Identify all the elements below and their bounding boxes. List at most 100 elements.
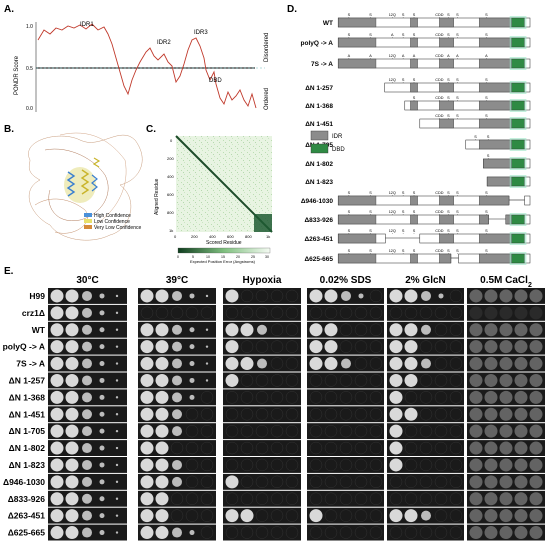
colony-spot	[140, 340, 154, 354]
construct-row: ΔN 1-802 S	[305, 154, 531, 170]
colony-spot	[189, 530, 195, 536]
colony-spot	[155, 441, 169, 455]
site-mark: S	[413, 210, 416, 214]
colony-spot	[172, 476, 182, 487]
colony-spot	[65, 424, 79, 438]
idr-segment	[338, 214, 377, 225]
empty-spot	[285, 424, 299, 438]
construct-row: 7S -> A A A 12Q A A CDD A A A	[311, 54, 531, 70]
panel-b-label: B.	[4, 124, 14, 135]
strain-label: ΔN 1-368	[9, 392, 46, 402]
empty-spot	[404, 306, 418, 320]
construct-label: 7S -> A	[311, 61, 333, 68]
pae-xtick: 1k	[266, 234, 270, 239]
colony-spot	[514, 475, 528, 489]
empty-spot	[270, 340, 284, 353]
colony-spot	[469, 458, 483, 472]
empty-spot	[404, 475, 418, 489]
colony-spot	[529, 306, 543, 320]
site-mark: S	[413, 96, 416, 100]
colony-spot	[421, 290, 431, 301]
colony-spot	[484, 373, 498, 387]
empty-spot	[185, 492, 199, 505]
colony-spot	[140, 492, 154, 506]
empty-spot	[434, 424, 448, 438]
colony-spot	[172, 459, 182, 470]
colony-spot	[309, 357, 323, 371]
dbd-segment	[511, 37, 525, 48]
empty-spot	[225, 408, 239, 421]
site-mark: S	[402, 78, 405, 82]
colony-spot	[469, 492, 483, 506]
colony-spot	[140, 323, 154, 337]
site-mark: S	[485, 210, 488, 214]
colony-spot	[514, 306, 528, 320]
empty-spot	[404, 441, 418, 455]
colony-spot	[484, 357, 498, 371]
site-mark: CDD	[435, 229, 443, 233]
construct-row: polyQ -> A S S A S S CDD S S S	[301, 33, 531, 49]
colony-spot	[82, 510, 92, 521]
empty-spot	[324, 475, 338, 489]
strain-label: ΔN 1-257	[9, 376, 46, 386]
site-mark: S	[447, 78, 450, 82]
colony-spot	[499, 526, 513, 540]
colony-spot	[99, 513, 105, 519]
colony-spot	[189, 377, 195, 383]
colony-spot	[469, 373, 483, 387]
colony-spot	[341, 358, 351, 369]
idr-segment	[478, 253, 512, 264]
empty-spot	[354, 475, 368, 489]
empty-spot	[270, 357, 284, 370]
colony-spot	[189, 344, 195, 350]
site-mark: A	[391, 33, 394, 37]
dbd-segment	[511, 58, 525, 69]
colony-spot	[205, 362, 209, 365]
empty-spot	[324, 424, 338, 438]
legend-idr-label: IDR	[332, 134, 343, 140]
empty-spot	[419, 306, 433, 320]
colony-spot	[115, 328, 119, 331]
colony-spot	[82, 443, 92, 454]
empty-spot	[225, 391, 239, 404]
colony-spot	[389, 509, 403, 523]
colony-spot	[172, 409, 182, 420]
colony-spot	[404, 357, 418, 371]
colony-spot	[115, 413, 119, 416]
colony-spot	[155, 424, 169, 438]
empty-spot	[309, 374, 323, 387]
strain-label: Δ833-926	[8, 494, 46, 504]
empty-spot	[270, 441, 284, 455]
colony-spot	[189, 394, 195, 400]
empty-spot	[419, 408, 433, 421]
site-mark: CDD	[435, 249, 443, 253]
colony-spot	[65, 509, 79, 523]
colorbar-tick: 30	[265, 255, 269, 259]
idr-segment	[439, 195, 454, 206]
colony-spot	[99, 530, 105, 536]
dbd-segment	[511, 100, 525, 111]
empty-spot	[270, 475, 284, 489]
colony-spot	[50, 526, 64, 540]
empty-spot	[285, 289, 299, 303]
empty-spot	[369, 526, 383, 539]
colony-spot	[469, 509, 483, 523]
legend-dbd-label: DBD	[332, 147, 345, 153]
empty-spot	[270, 323, 284, 336]
site-mark: S	[413, 78, 416, 82]
colony-spot	[65, 357, 79, 371]
empty-spot	[200, 509, 214, 522]
empty-spot	[339, 526, 353, 539]
empty-spot	[419, 475, 433, 489]
empty-spot	[354, 509, 368, 522]
colony-spot	[65, 390, 79, 404]
idr-segment	[478, 82, 512, 93]
colony-spot	[484, 424, 498, 438]
colony-spot	[484, 492, 498, 506]
site-mark: S	[485, 33, 488, 37]
idr-segment	[338, 58, 377, 69]
empty-spot	[240, 526, 254, 539]
empty-spot	[270, 408, 284, 421]
region-idr3: IDR3	[194, 30, 208, 36]
empty-spot	[449, 424, 463, 438]
